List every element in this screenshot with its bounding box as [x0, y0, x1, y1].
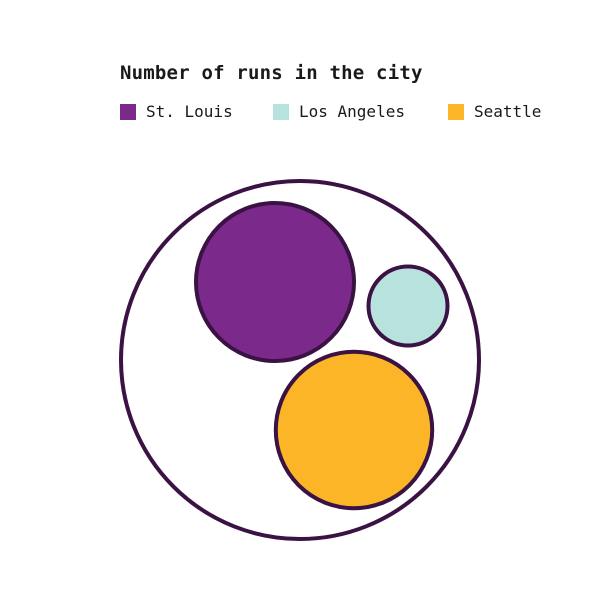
legend-swatch-los-angeles	[273, 104, 289, 120]
legend-item-seattle[interactable]: Seattle	[448, 102, 541, 122]
chart-legend: St. Louis Los Angeles Seattle	[120, 102, 590, 122]
bubble-seattle[interactable]	[273, 349, 435, 511]
bubble-los-angeles[interactable]	[366, 264, 450, 348]
legend-item-st-louis[interactable]: St. Louis	[120, 102, 233, 122]
legend-swatch-seattle	[448, 104, 464, 120]
legend-label-st-louis: St. Louis	[146, 102, 233, 121]
bubble-st-louis[interactable]	[194, 201, 356, 363]
legend-label-seattle: Seattle	[474, 102, 542, 121]
chart-title: Number of runs in the city	[120, 62, 423, 84]
legend-swatch-st-louis	[120, 104, 136, 120]
legend-label-los-angeles: Los Angeles	[299, 102, 405, 121]
outer-pack-circle	[119, 179, 481, 541]
legend-item-los-angeles[interactable]: Los Angeles	[273, 102, 405, 122]
